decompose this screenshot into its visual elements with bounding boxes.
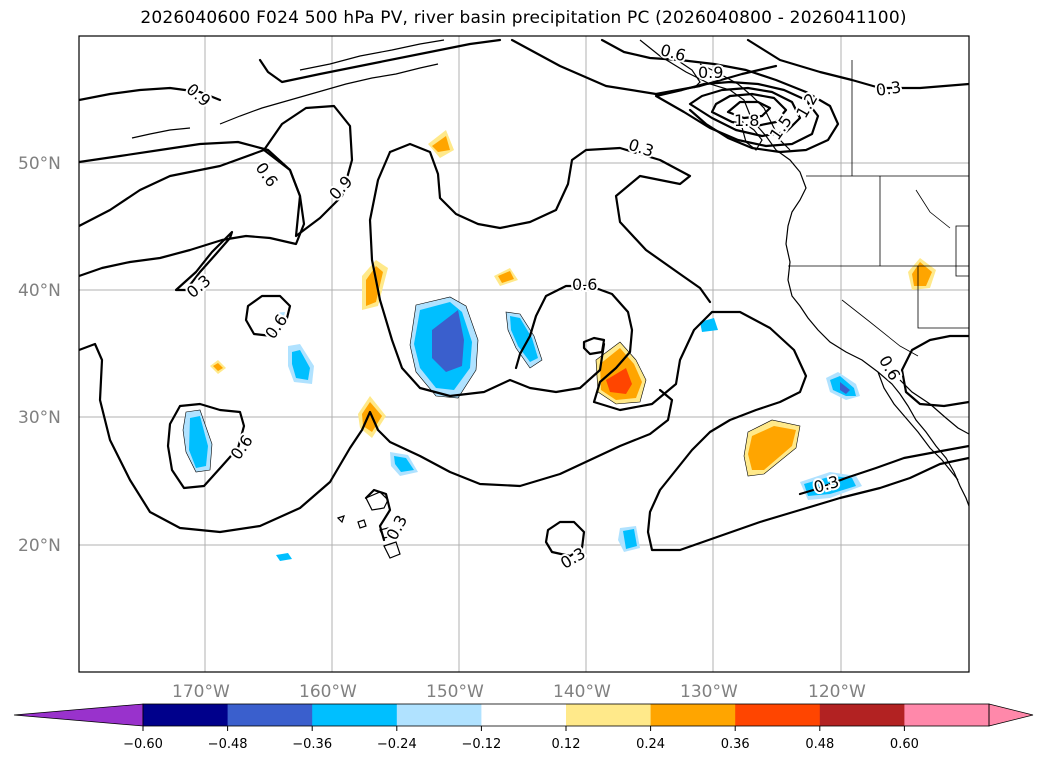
- contour-label: 0.3: [875, 78, 903, 100]
- lon-label: 120°W: [808, 682, 866, 702]
- lat-label: 40°N: [18, 281, 61, 301]
- lat-label: 20°N: [18, 536, 61, 556]
- colorbar-segment: [904, 704, 990, 726]
- colorbar-tick-label: −0.36: [292, 737, 332, 752]
- colorbar-tick-label: 0.48: [805, 737, 834, 752]
- neg-anomaly-region: [432, 310, 464, 372]
- neg-anomaly-region: [394, 456, 414, 472]
- map-title: 2026040600 F024 500 hPa PV, river basin …: [140, 8, 907, 28]
- lat-label: 50°N: [18, 154, 61, 174]
- pos-anomaly-region: [213, 363, 223, 371]
- neg-anomaly-region: [804, 476, 856, 496]
- neg-anomaly-region: [292, 350, 310, 380]
- contour-label: 0.9: [698, 63, 723, 82]
- lon-label: 150°W: [426, 682, 484, 702]
- lon-label: 130°W: [680, 682, 738, 702]
- colorbar-segment: [481, 704, 567, 726]
- colorbar-tick-label: −0.24: [377, 737, 417, 752]
- colorbar-tick-label: −0.48: [208, 737, 248, 752]
- lon-label: 160°W: [299, 682, 357, 702]
- colorbar-segment: [227, 704, 313, 726]
- colorbar-segment: [396, 704, 482, 726]
- neg-anomaly-region: [840, 382, 850, 394]
- pos-anomaly-region: [912, 262, 932, 286]
- lat-label: 30°N: [18, 408, 61, 428]
- colorbar-segment: [566, 704, 652, 726]
- colorbar-tick-label: −0.12: [461, 737, 501, 752]
- longitude-labels: 170°W 160°W 150°W 140°W 130°W 120°W: [172, 682, 866, 702]
- colorbar-segment: [819, 704, 905, 726]
- colorbar-extend-high: [988, 703, 1034, 727]
- pos-anomaly-region: [498, 271, 514, 283]
- latitude-labels: 50°N 40°N 30°N 20°N: [18, 154, 61, 556]
- colorbar-tick-label: 0.36: [721, 737, 750, 752]
- colorbar-tick-label: 0.24: [636, 737, 665, 752]
- colorbar-segment: [650, 704, 736, 726]
- colorbar-segment: [143, 704, 229, 726]
- colorbar-tick-label: −0.60: [123, 737, 163, 752]
- contour-label: 1.8: [734, 111, 759, 130]
- colorbar-segment: [735, 704, 821, 726]
- pos-anomaly-region: [606, 368, 632, 394]
- colorbar-tick-label: 0.60: [890, 737, 919, 752]
- colorbar-ticks: −0.60 −0.48 −0.36 −0.24 −0.12 0.12 0.24 0.36 0.4…: [123, 726, 919, 752]
- neg-anomaly-region: [623, 529, 637, 549]
- pos-anomaly-region: [366, 266, 383, 306]
- lon-label: 140°W: [553, 682, 611, 702]
- pos-anomaly-region: [432, 136, 450, 152]
- neg-anomaly-region: [700, 318, 718, 332]
- pv-contours: [79, 38, 969, 558]
- colorbar-extend-low: [13, 703, 144, 727]
- contour-label: 0.6: [572, 275, 597, 294]
- coastlines: [131, 39, 969, 559]
- map-frame: [78, 35, 970, 673]
- neg-anomaly-region: [276, 553, 292, 561]
- neg-anomaly-region: [510, 316, 538, 362]
- political-borders: [788, 60, 969, 357]
- pos-anomaly-region: [748, 426, 796, 470]
- colorbar-tick-label: 0.12: [552, 737, 581, 752]
- lon-label: 170°W: [172, 682, 230, 702]
- neg-anomaly-region: [189, 416, 208, 468]
- precip-shading: [182, 130, 936, 561]
- colorbar-segment: [312, 704, 398, 726]
- neg-anomaly-region: [275, 312, 285, 320]
- colorbar: [13, 703, 1034, 727]
